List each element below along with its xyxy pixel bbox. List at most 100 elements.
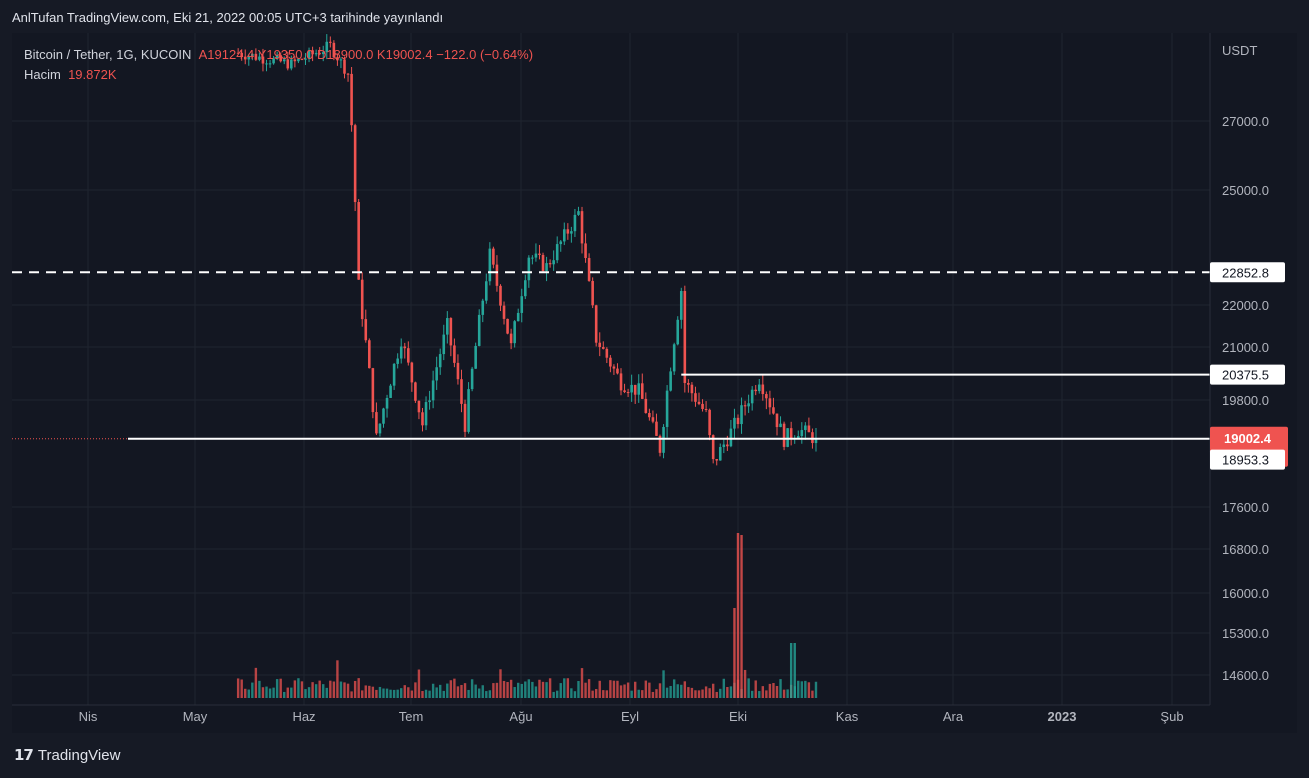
candle [594,305,598,343]
candle [251,53,254,57]
volume-bar [509,679,513,698]
volume-bar [548,678,552,698]
volume-bar [804,680,807,698]
candle [765,394,768,399]
candle [424,402,428,426]
candle [800,430,804,437]
candle [531,257,534,259]
candle [616,368,619,374]
candle [446,318,449,335]
x-tick-label: Eyl [621,709,639,724]
volume-spike [793,643,796,698]
volume-bar [300,681,304,698]
candle [772,407,775,414]
volume-bar [619,685,623,698]
volume-bar [726,687,729,698]
volume-spike [736,533,740,698]
volume-bar [400,688,403,698]
volume-bar [343,682,346,698]
candle [743,405,747,407]
y-tick-label: 27000.0 [1222,114,1269,129]
candle [662,426,665,453]
candle [300,58,304,60]
volume-bar [240,679,243,698]
candle [236,52,240,54]
volume-bar [797,680,800,698]
candle [513,321,516,344]
volume-bar [293,680,297,698]
candle [502,305,506,319]
candle [570,231,573,234]
price-tag-20375-bg [1210,364,1285,385]
volume-bar [265,686,268,698]
candle [573,214,577,232]
volume-bar [594,689,598,698]
volume-bar [697,690,701,698]
volume-bar [701,689,704,698]
candle [545,263,548,271]
candle [353,125,357,203]
tradingview-brand[interactable]: 𝟭𝟳 TradingView [14,746,121,765]
candle [339,59,343,61]
candle [804,425,807,431]
candle [754,389,758,392]
brand-label: TradingView [37,746,121,764]
y-tick-label: 25000.0 [1222,183,1269,198]
candle [761,384,765,395]
volume-bar [775,685,779,698]
candle [410,362,414,383]
candle [321,52,325,55]
volume-bar [722,678,726,698]
candle [417,400,421,413]
volume-bar [584,682,587,698]
volume-bar [361,690,364,698]
candle [708,409,711,436]
candle [580,211,584,244]
candle [694,393,697,402]
volume-bar [704,686,708,698]
volume-bar [247,689,250,698]
candle [669,371,672,391]
chart-pane[interactable] [12,33,1297,733]
candle [382,408,385,424]
volume-bar [499,669,502,698]
candle [421,412,424,426]
volume-bar [672,679,676,698]
candle [261,56,265,64]
volume-bar [648,682,651,698]
volume-bar [577,680,580,698]
candle [672,344,676,372]
candle [601,347,605,349]
volume-bar [421,691,424,698]
volume-bar [371,686,375,698]
volume-bar [580,668,584,698]
volume-bar [382,688,385,698]
candle [814,438,818,444]
candle [492,248,495,265]
volume-bar [541,681,545,698]
volume-bar [811,690,814,698]
volume-bar [502,680,506,698]
volume-bar [322,684,325,698]
volume-bar [754,680,757,698]
volume-bar [297,678,300,698]
volume-bar [626,682,630,698]
candle [282,59,286,62]
volume-bar [385,688,389,698]
candle [477,314,481,346]
volume-bar [687,687,690,698]
volume-bar [680,684,683,698]
volume-bar [332,681,336,698]
volume-bar [325,687,328,698]
volume-bar [474,684,477,698]
y-tick-label: 19800.0 [1222,393,1269,408]
candle [506,318,509,334]
volume-bar [431,683,435,698]
volume-bar [559,683,562,698]
candle [438,354,442,368]
candle [360,279,364,320]
volume-bar [272,687,275,698]
candle [789,428,793,439]
candle [630,384,633,393]
